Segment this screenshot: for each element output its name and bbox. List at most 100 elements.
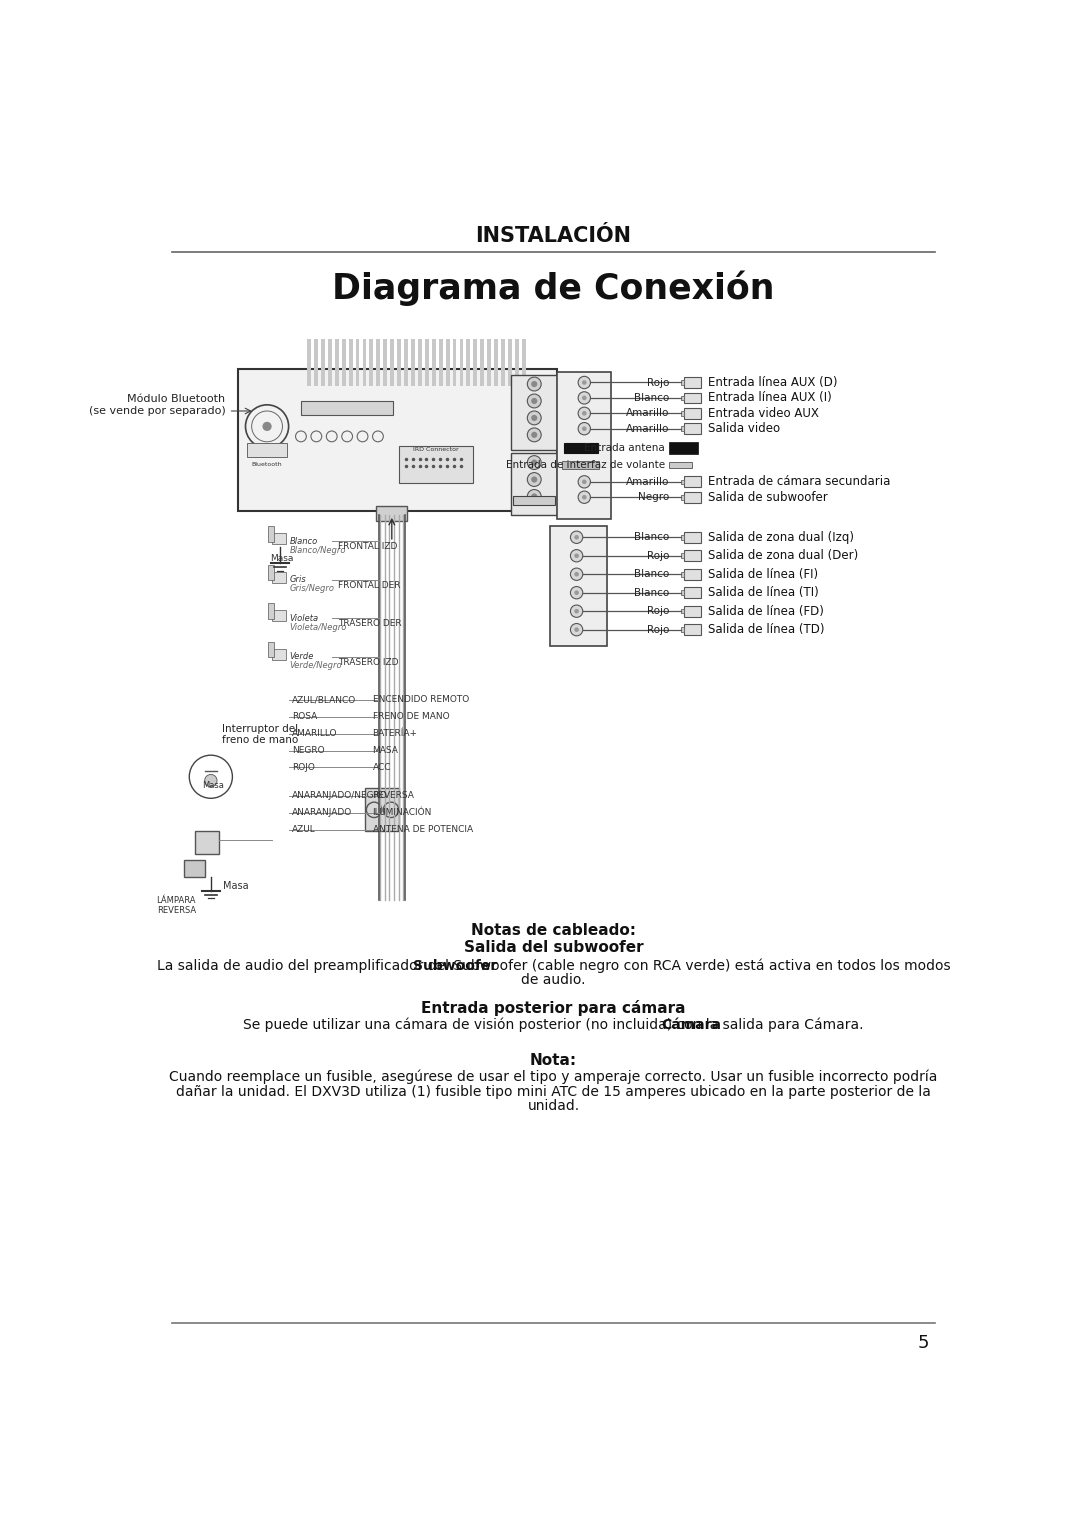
Bar: [680, 553, 685, 558]
Text: Amarillo: Amarillo: [625, 409, 669, 418]
Text: TRASERO IZD: TRASERO IZD: [338, 657, 399, 666]
Bar: [272, 610, 286, 620]
Text: Salida video: Salida video: [707, 423, 780, 435]
Bar: [363, 340, 366, 386]
Text: ANTENA DE POTENCIA: ANTENA DE POTENCIA: [373, 826, 473, 835]
Bar: [562, 461, 599, 469]
Circle shape: [570, 605, 583, 617]
Text: Salida de línea (FI): Salida de línea (FI): [707, 568, 818, 581]
Bar: [473, 340, 477, 386]
Bar: [268, 565, 274, 581]
Circle shape: [527, 394, 541, 408]
Circle shape: [570, 550, 583, 562]
Bar: [411, 340, 415, 386]
Text: Notas de cableado:: Notas de cableado:: [471, 924, 636, 938]
Text: Violeta/Negro: Violeta/Negro: [289, 624, 347, 631]
Text: AZUL/BLANCO: AZUL/BLANCO: [292, 696, 356, 705]
Text: MASA: MASA: [373, 746, 399, 755]
Bar: [685, 568, 701, 579]
Text: Violeta: Violeta: [289, 614, 319, 622]
Circle shape: [531, 432, 538, 438]
Bar: [680, 535, 685, 539]
Text: TRASERO DER: TRASERO DER: [338, 619, 402, 628]
Bar: [184, 859, 205, 876]
Bar: [247, 443, 287, 457]
Bar: [355, 340, 360, 386]
Circle shape: [527, 377, 541, 391]
Bar: [438, 340, 443, 386]
Text: ROSA: ROSA: [292, 712, 316, 722]
Bar: [481, 340, 484, 386]
Bar: [685, 392, 701, 403]
Bar: [365, 789, 400, 830]
Text: ACC: ACC: [373, 763, 391, 772]
Bar: [424, 340, 429, 386]
Bar: [680, 571, 685, 576]
Text: Rojo: Rojo: [647, 550, 669, 561]
Text: Gris/Negro: Gris/Negro: [289, 584, 335, 593]
Bar: [511, 375, 557, 450]
Bar: [680, 426, 685, 430]
Bar: [508, 340, 512, 386]
Text: BATERÍA+: BATERÍA+: [373, 729, 418, 738]
Bar: [272, 571, 286, 582]
Bar: [515, 340, 518, 386]
Text: Masa: Masa: [270, 555, 294, 564]
Text: FRONTAL IZD: FRONTAL IZD: [338, 542, 397, 552]
Text: Rojo: Rojo: [647, 607, 669, 616]
Bar: [680, 480, 685, 484]
Bar: [513, 496, 555, 506]
Bar: [501, 340, 505, 386]
Text: Salida de línea (TD): Salida de línea (TD): [707, 624, 824, 636]
Bar: [301, 401, 393, 415]
Circle shape: [582, 411, 586, 415]
Text: FRENO DE MANO: FRENO DE MANO: [373, 712, 449, 722]
Circle shape: [578, 492, 591, 504]
Bar: [328, 340, 332, 386]
Bar: [467, 340, 471, 386]
Text: Blanco: Blanco: [634, 532, 669, 542]
Bar: [680, 395, 685, 400]
Circle shape: [575, 535, 579, 539]
Text: Salida de línea (FD): Salida de línea (FD): [707, 605, 823, 617]
Circle shape: [575, 571, 579, 576]
Text: Entrada de interfaz de volante: Entrada de interfaz de volante: [507, 460, 665, 470]
Bar: [685, 624, 701, 636]
Text: Bluetooth: Bluetooth: [252, 461, 282, 467]
Circle shape: [531, 460, 538, 466]
Bar: [460, 340, 463, 386]
Bar: [272, 650, 286, 660]
Bar: [369, 340, 374, 386]
Text: Entrada posterior para cámara: Entrada posterior para cámara: [421, 1000, 686, 1016]
Bar: [321, 340, 325, 386]
Bar: [680, 380, 685, 385]
Text: La salida de audio del preamplificador del Subwoofer (cable negro con RCA verde): La salida de audio del preamplificador d…: [157, 959, 950, 973]
Text: LÁMPARA
REVERSA: LÁMPARA REVERSA: [157, 896, 195, 916]
Text: IRD Connector: IRD Connector: [413, 447, 459, 452]
Bar: [400, 446, 473, 483]
Bar: [511, 453, 557, 515]
Circle shape: [578, 377, 591, 389]
Text: Blanco: Blanco: [289, 536, 318, 545]
Circle shape: [578, 392, 591, 404]
Text: Entrada de cámara secundaria: Entrada de cámara secundaria: [707, 475, 890, 489]
Text: Verde: Verde: [289, 653, 314, 662]
Circle shape: [582, 480, 586, 484]
Text: ROJO: ROJO: [292, 763, 314, 772]
Text: Rojo: Rojo: [647, 377, 669, 388]
Bar: [487, 340, 491, 386]
Text: unidad.: unidad.: [527, 1100, 580, 1114]
Bar: [268, 527, 274, 542]
Text: Entrada línea AUX (I): Entrada línea AUX (I): [707, 391, 832, 404]
Circle shape: [578, 408, 591, 420]
Text: ILUMINACIÓN: ILUMINACIÓN: [373, 809, 432, 818]
Text: Módulo Bluetooth
(se vende por separado): Módulo Bluetooth (se vende por separado): [89, 394, 226, 415]
Text: Cámara: Cámara: [661, 1017, 721, 1031]
Bar: [268, 604, 274, 619]
Bar: [446, 340, 449, 386]
Bar: [377, 340, 380, 386]
Text: Cuando reemplace un fusible, asegúrese de usar el tipo y amperaje correcto. Usar: Cuando reemplace un fusible, asegúrese d…: [170, 1069, 937, 1085]
Circle shape: [527, 472, 541, 487]
Text: Masa: Masa: [224, 881, 248, 892]
Text: Blanco: Blanco: [634, 570, 669, 579]
